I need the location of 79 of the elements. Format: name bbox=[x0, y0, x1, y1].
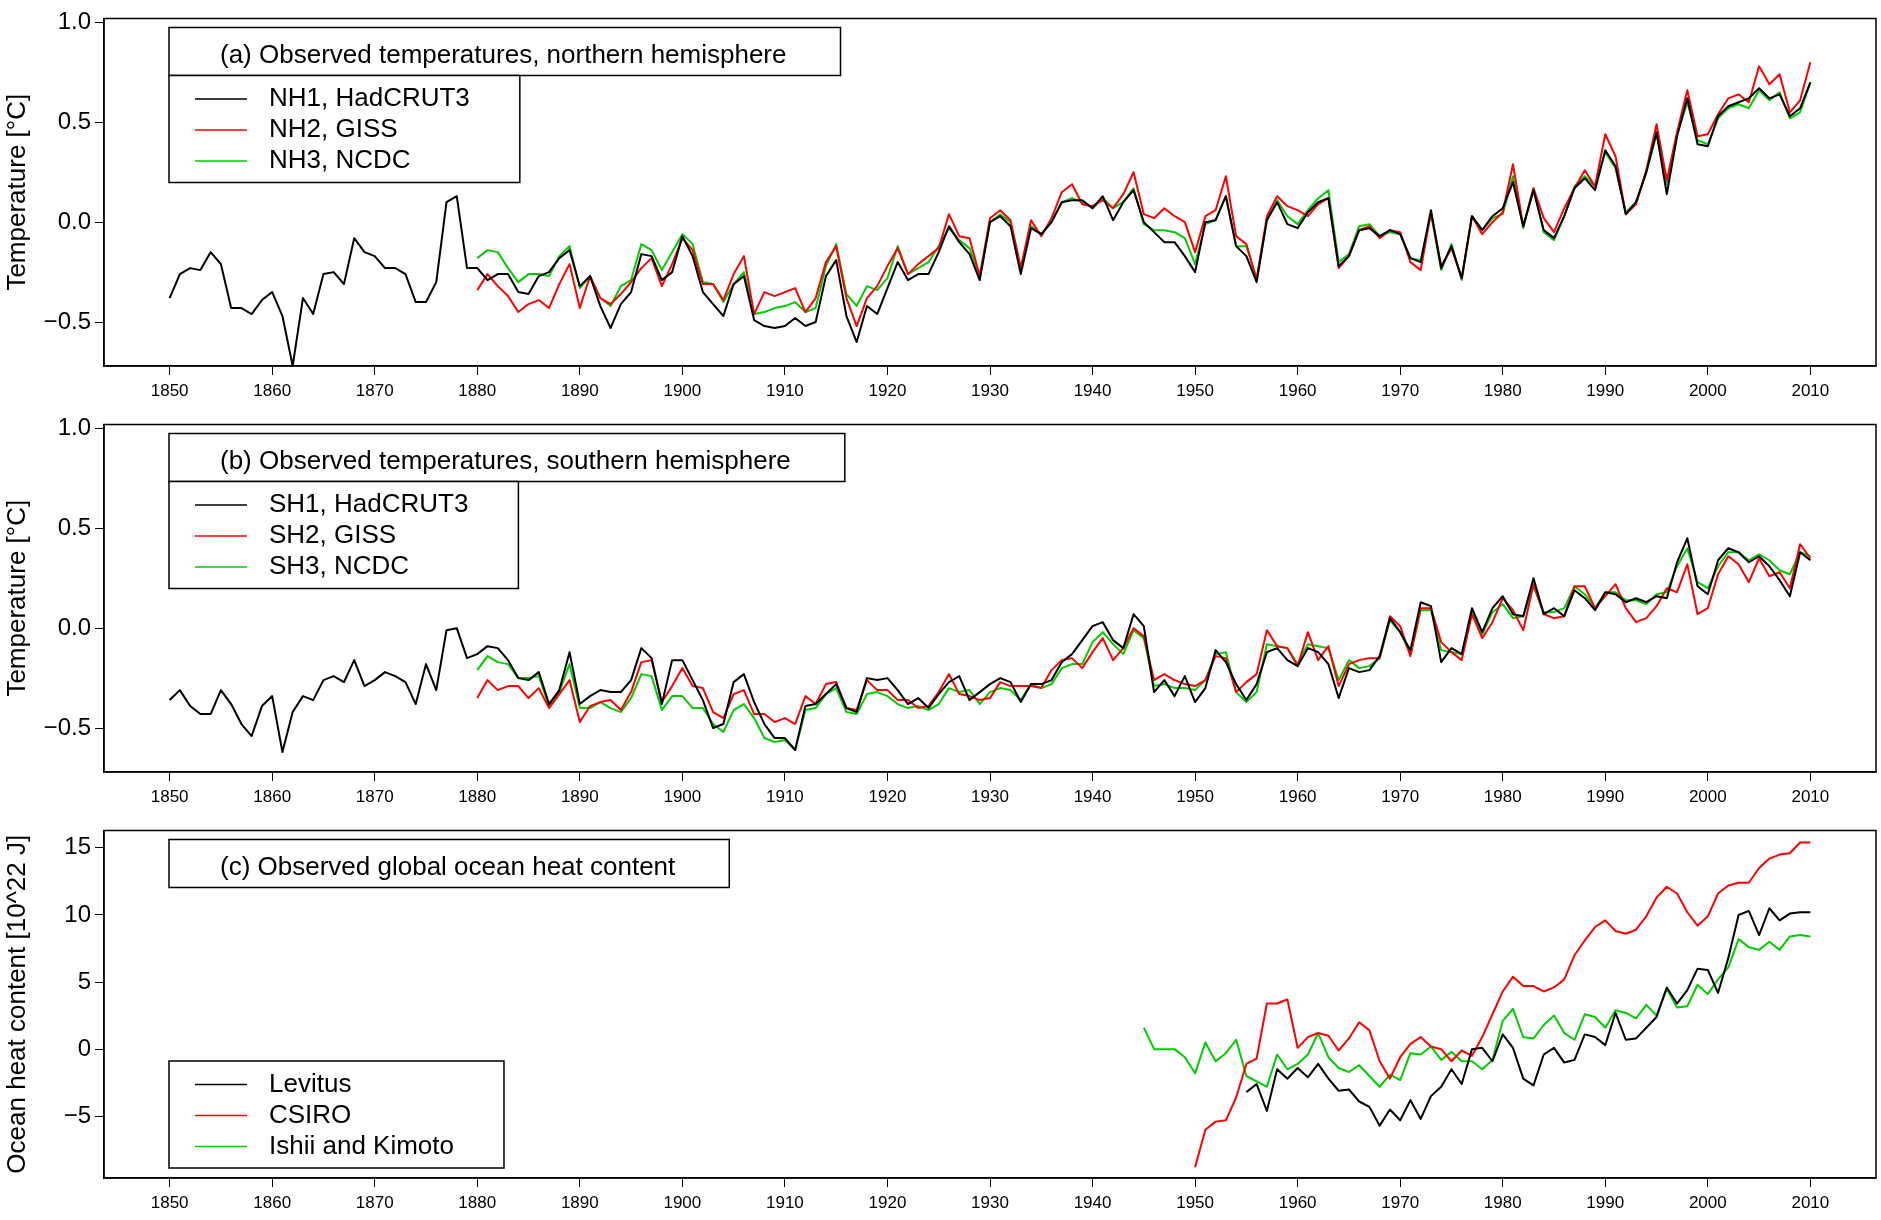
x-tick-label: 1990 bbox=[1586, 786, 1625, 806]
x-tick-label: 1890 bbox=[560, 1192, 599, 1212]
x-tick-label: 1900 bbox=[663, 1192, 702, 1212]
legend-label: NH2, GISS bbox=[269, 113, 398, 144]
x-tick-label: 1850 bbox=[150, 1192, 189, 1212]
x-tick-label: 1970 bbox=[1381, 1192, 1420, 1212]
x-tick-label: 2010 bbox=[1791, 786, 1830, 806]
x-tick-label: 1850 bbox=[150, 380, 189, 400]
x-tick-label: 1860 bbox=[253, 786, 292, 806]
y-tick-label: −0.5 bbox=[43, 306, 91, 334]
y-tick-label: 1.0 bbox=[57, 7, 91, 35]
y-tick-label: 15 bbox=[64, 832, 91, 860]
y-tick-label: 10 bbox=[64, 899, 91, 927]
y-tick-label: −5 bbox=[63, 1100, 91, 1128]
x-tick-label: 1960 bbox=[1278, 380, 1317, 400]
x-tick-label: 1910 bbox=[765, 380, 804, 400]
y-tick-label: 0.5 bbox=[57, 512, 91, 540]
x-tick-label: 2000 bbox=[1688, 1192, 1727, 1212]
x-tick-label: 2000 bbox=[1688, 786, 1727, 806]
legend-label: NH1, HadCRUT3 bbox=[269, 82, 470, 113]
x-tick-label: 1860 bbox=[253, 380, 292, 400]
y-tick-label: 0 bbox=[77, 1033, 91, 1061]
legend-label: SH1, HadCRUT3 bbox=[269, 488, 469, 519]
x-tick-label: 1880 bbox=[458, 786, 497, 806]
x-tick-label: 1940 bbox=[1073, 380, 1112, 400]
x-tick-label: 1930 bbox=[971, 786, 1009, 806]
x-tick-label: 1850 bbox=[150, 786, 189, 806]
x-tick-label: 1890 bbox=[560, 786, 599, 806]
x-tick-label: 1960 bbox=[1278, 1192, 1317, 1212]
x-tick-label: 1870 bbox=[355, 380, 394, 400]
x-tick-label: 1980 bbox=[1483, 786, 1522, 806]
x-tick-label: 1980 bbox=[1483, 380, 1522, 400]
x-tick-label: 1920 bbox=[868, 380, 907, 400]
x-tick-label: 1910 bbox=[765, 1192, 804, 1212]
y-axis-title: Temperature [°C] bbox=[0, 93, 31, 291]
y-axis-title: Ocean heat content [10^22 J] bbox=[0, 834, 31, 1174]
x-tick-label: 1970 bbox=[1381, 380, 1420, 400]
x-tick-label: 1990 bbox=[1586, 1192, 1625, 1212]
x-tick-label: 1910 bbox=[765, 786, 804, 806]
y-tick-label: 5 bbox=[77, 966, 91, 994]
x-tick-label: 1900 bbox=[663, 380, 702, 400]
legend-label: CSIRO bbox=[269, 1098, 352, 1129]
x-tick-label: 1940 bbox=[1073, 1192, 1112, 1212]
x-tick-label: 2010 bbox=[1791, 380, 1830, 400]
text: (c) Observed global ocean heat content bbox=[220, 851, 677, 882]
x-tick-label: 1970 bbox=[1381, 786, 1420, 806]
legend-label: Levitus bbox=[269, 1067, 352, 1098]
y-axis-title: Temperature [°C] bbox=[0, 499, 31, 697]
x-tick-label: 1870 bbox=[355, 1192, 394, 1212]
x-tick-label: 2010 bbox=[1791, 1192, 1830, 1212]
x-tick-label: 1880 bbox=[458, 1192, 497, 1212]
x-tick-label: 1960 bbox=[1278, 786, 1317, 806]
x-tick-label: 1950 bbox=[1176, 380, 1215, 400]
y-tick-label: 0.5 bbox=[57, 106, 91, 134]
text: (b) Observed temperatures, southern hemisphere bbox=[220, 445, 791, 476]
x-tick-label: 1890 bbox=[560, 380, 599, 400]
x-tick-label: 1990 bbox=[1586, 380, 1625, 400]
x-tick-label: 1930 bbox=[971, 380, 1009, 400]
legend-label: SH2, GISS bbox=[269, 519, 397, 550]
y-tick-label: 1.0 bbox=[57, 413, 91, 441]
x-tick-label: 1900 bbox=[663, 786, 702, 806]
x-tick-label: 1930 bbox=[971, 1192, 1009, 1212]
legend-label: Ishii and Kimoto bbox=[269, 1129, 454, 1160]
x-tick-label: 1880 bbox=[458, 380, 497, 400]
x-tick-label: 1950 bbox=[1176, 786, 1215, 806]
x-tick-label: 1870 bbox=[355, 786, 394, 806]
x-tick-label: 1950 bbox=[1176, 1192, 1215, 1212]
x-tick-label: 1920 bbox=[868, 786, 907, 806]
legend-label: SH3, NCDC bbox=[269, 550, 410, 581]
x-tick-label: 1940 bbox=[1073, 786, 1112, 806]
y-tick-label: 0.0 bbox=[57, 612, 91, 640]
x-tick-label: 1860 bbox=[253, 1192, 292, 1212]
y-tick-label: 0.0 bbox=[57, 206, 91, 234]
text: (a) Observed temperatures, northern hemisphere bbox=[220, 39, 787, 70]
y-tick-label: −0.5 bbox=[43, 712, 91, 740]
x-tick-label: 1980 bbox=[1483, 1192, 1522, 1212]
legend-label: NH3, NCDC bbox=[269, 144, 411, 175]
x-tick-label: 1920 bbox=[868, 1192, 907, 1212]
x-tick-label: 2000 bbox=[1688, 380, 1727, 400]
